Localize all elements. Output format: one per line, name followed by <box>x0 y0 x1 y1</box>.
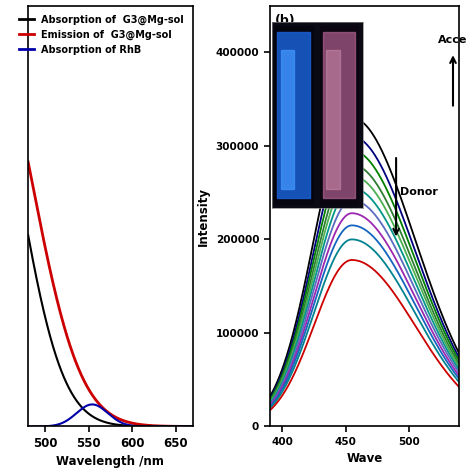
Y-axis label: Intensity: Intensity <box>197 186 210 246</box>
Legend: Absorption of  G3@Mg-sol, Emission of  G3@Mg-sol, Absorption of RhB: Absorption of G3@Mg-sol, Emission of G3@… <box>15 10 188 58</box>
Text: Acce: Acce <box>438 35 467 45</box>
Text: (b): (b) <box>275 14 296 27</box>
X-axis label: Wave: Wave <box>346 453 383 465</box>
X-axis label: Wavelength /nm: Wavelength /nm <box>56 456 164 468</box>
Text: Donor: Donor <box>400 186 438 197</box>
